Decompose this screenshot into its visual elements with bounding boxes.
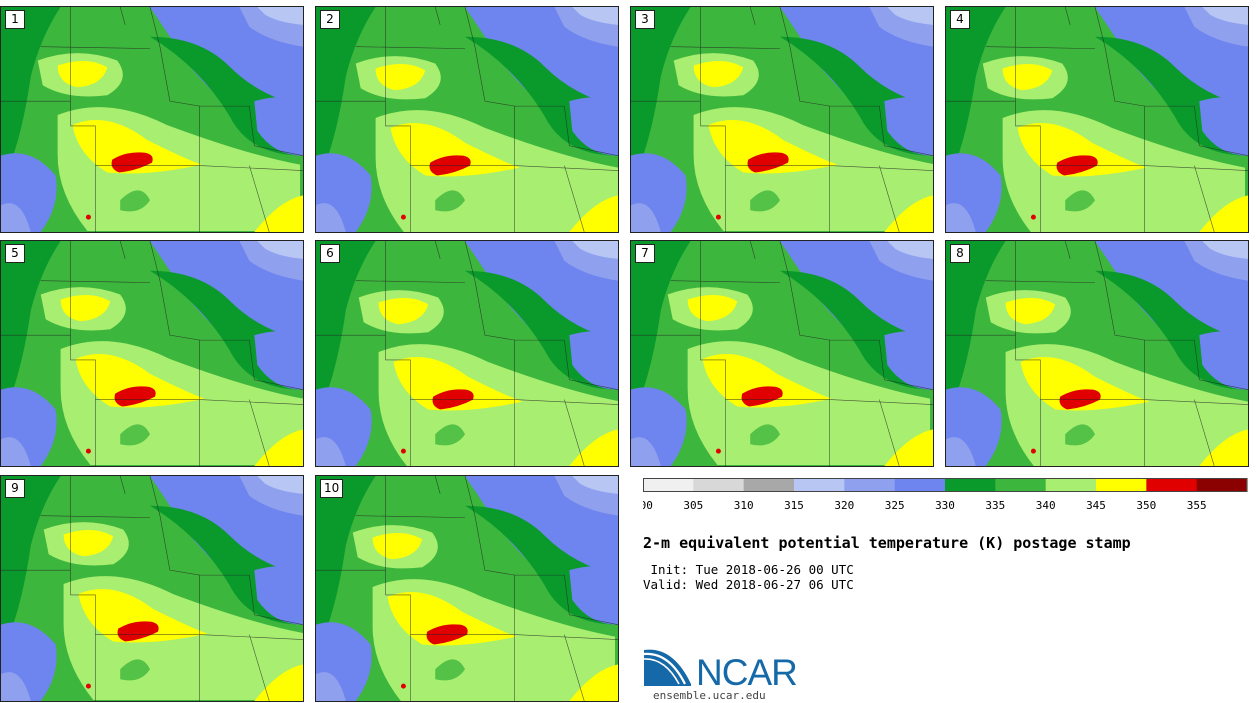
logo-text: NCAR [696, 652, 797, 690]
colorbar-tick-label: 315 [784, 499, 804, 512]
member-map-panel: 7 [630, 240, 934, 467]
colorbar-swatch [995, 478, 1047, 492]
colorbar-swatch [794, 478, 845, 492]
ensemble-member-map [631, 241, 933, 466]
colorbar-swatch [743, 478, 795, 492]
colorbar-swatch [844, 478, 896, 492]
ensemble-member-map [316, 476, 618, 701]
ncar-logo: NCAR [643, 649, 798, 690]
member-number-label: 6 [320, 244, 340, 263]
colorbar-swatch [1096, 478, 1147, 492]
colorbar-swatch [693, 478, 745, 492]
colorbar-tick-label: 325 [885, 499, 905, 512]
logo-url: ensemble.ucar.edu [653, 689, 766, 702]
member-number-label: 4 [950, 10, 970, 29]
member-map-panel: 3 [630, 6, 934, 233]
member-number-label: 2 [320, 10, 340, 29]
ensemble-member-map [1, 476, 303, 701]
member-map-panel: 6 [315, 240, 619, 467]
colorbar-swatch [945, 478, 996, 492]
member-number-label: 9 [5, 479, 25, 498]
valid-time: Valid: Wed 2018-06-27 06 UTC [643, 577, 854, 592]
colorbar-frame [643, 478, 1247, 492]
ensemble-member-map [1, 7, 303, 232]
ensemble-member-map [946, 7, 1248, 232]
figure-title: 2-m equivalent potential temperature (K)… [643, 534, 1131, 552]
member-map-panel: 1 [0, 6, 304, 233]
member-number-label: 5 [5, 244, 25, 263]
colorbar-swatch [894, 478, 946, 492]
ensemble-member-map [316, 241, 618, 466]
ensemble-member-map [316, 7, 618, 232]
member-number-label: 7 [635, 244, 655, 263]
ensemble-member-map [946, 241, 1248, 466]
member-map-panel: 4 [945, 6, 1249, 233]
colorbar-tick-label: 300 [643, 499, 653, 512]
colorbar-tick-label: 340 [1036, 499, 1056, 512]
member-number-label: 3 [635, 10, 655, 29]
colorbar-tick-label: 320 [834, 499, 854, 512]
colorbar-tick-label: 305 [683, 499, 703, 512]
init-time: Init: Tue 2018-06-26 00 UTC [643, 562, 854, 577]
colorbar-tick-label: 330 [935, 499, 955, 512]
member-number-label: 1 [5, 10, 25, 29]
colorbar-tick-label: 335 [985, 499, 1005, 512]
member-number-label: 10 [320, 479, 344, 498]
colorbar-swatch [1146, 478, 1198, 492]
colorbar-swatch [643, 478, 694, 492]
colorbar-tick-label: 350 [1136, 499, 1156, 512]
member-map-panel: 8 [945, 240, 1249, 467]
member-map-panel: 2 [315, 6, 619, 233]
member-map-panel: 9 [0, 475, 304, 702]
colorbar-legend: 300 305 310 315 320 325 330 335 340 345 350 355 [643, 478, 1248, 512]
colorbar-tick-label: 355 [1187, 499, 1207, 512]
colorbar-tick-label: 345 [1086, 499, 1106, 512]
member-number-label: 8 [950, 244, 970, 263]
colorbar-tick-label: 310 [734, 499, 754, 512]
ensemble-member-map [631, 7, 933, 232]
ensemble-member-map [1, 241, 303, 466]
colorbar-swatch [1045, 478, 1097, 492]
member-map-panel: 5 [0, 240, 304, 467]
member-map-panel: 10 [315, 475, 619, 702]
colorbar-swatch [1196, 478, 1248, 492]
